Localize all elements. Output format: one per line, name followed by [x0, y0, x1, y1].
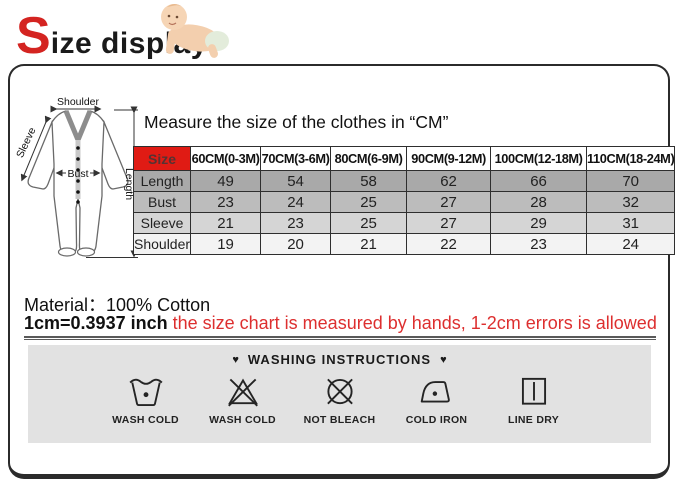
size-column-header: 100CM(12-18M)	[490, 146, 588, 171]
crawling-baby-photo	[161, 4, 229, 58]
measurement-row-label: Shoulder	[132, 233, 192, 255]
size-value-cell: 23	[490, 233, 588, 255]
size-column-header: 80CM(6-9M)	[330, 146, 408, 171]
size-value-cell: 25	[330, 191, 408, 213]
size-table-row: Shoulder 19 20 21 22 23 24	[132, 233, 676, 255]
size-column-header: 70CM(3-6M)	[260, 146, 332, 171]
washing-item: NOT BLEACH	[294, 372, 386, 426]
washing-item-label: LINE DRY	[507, 414, 559, 426]
material-label: Material：	[24, 295, 107, 315]
heart-icon: ♥	[440, 353, 447, 366]
washing-item-label: COLD IRON	[405, 414, 468, 426]
washing-item-label: NOT BLEACH	[303, 414, 376, 426]
size-value-cell: 24	[260, 191, 332, 213]
size-value-cell: 20	[260, 233, 332, 255]
size-table-row: Length 49 54 58 62 66 70	[132, 170, 676, 192]
size-value-cell: 19	[190, 233, 262, 255]
material-line: Material：100% Cotton	[24, 291, 210, 317]
line-dry-icon	[521, 377, 546, 405]
washing-instructions-panel: ♥ WASHING INSTRUCTIONS ♥ WASH COLD WA	[28, 345, 651, 443]
buttons	[76, 146, 80, 204]
crossed-circle-icon	[326, 378, 353, 405]
size-table: Size 60CM(0-3M) 70CM(3-6M) 80CM(6-9M) 90CM(9…	[132, 146, 676, 255]
material-value: 100% Cotton	[106, 295, 211, 315]
foot-cuff-left	[57, 247, 77, 257]
size-value-cell: 70	[586, 170, 676, 192]
size-value-cell: 27	[406, 191, 492, 213]
measurement-row-label: Sleeve	[132, 212, 192, 234]
washing-heading-text: WASHING INSTRUCTIONS	[247, 352, 432, 367]
washing-item: WASH COLD	[100, 372, 192, 426]
size-value-cell: 62	[406, 170, 492, 192]
size-column-header: 90CM(9-12M)	[406, 146, 492, 171]
washing-item: COLD IRON	[391, 372, 483, 426]
size-value-cell: 54	[260, 170, 332, 192]
size-value-cell: 58	[330, 170, 408, 192]
sleeve-arrow	[20, 115, 52, 182]
size-value-cell: 22	[406, 233, 492, 255]
separator-line	[24, 336, 656, 340]
size-table-row: Bust 23 24 25 27 28 32	[132, 191, 676, 213]
measure-heading: Measure the size of the clothes in “CM”	[144, 112, 449, 132]
size-value-cell: 29	[490, 212, 588, 234]
garment-diagram: Shoulder Sleeve Bust Length	[16, 96, 138, 258]
washing-item: LINE DRY	[488, 372, 580, 426]
size-header-cell: Size	[132, 146, 192, 171]
size-value-cell: 23	[260, 212, 332, 234]
measurement-disclaimer: the size chart is measured by hands, 1-2…	[172, 313, 657, 333]
cm-inch-conversion: 1cm=0.3937 inch	[24, 313, 168, 333]
size-table-header: Size 60CM(0-3M) 70CM(3-6M) 80CM(6-9M) 90CM(9…	[132, 146, 676, 171]
size-value-cell: 32	[586, 191, 676, 213]
foot-cuff-right	[76, 247, 96, 257]
measurement-row-label: Bust	[132, 191, 192, 213]
shoulder-measure-label: Shoulder	[57, 96, 100, 108]
washing-icons-row: WASH COLD WASH COLD NOT BLEACH	[28, 372, 651, 426]
size-value-cell: 27	[406, 212, 492, 234]
size-value-cell: 66	[490, 170, 588, 192]
size-value-cell: 49	[190, 170, 262, 192]
size-value-cell: 24	[586, 233, 676, 255]
size-value-cell: 25	[330, 212, 408, 234]
measurement-row-label: Length	[132, 170, 192, 192]
size-value-cell: 21	[190, 212, 262, 234]
title-initial: S	[16, 7, 51, 65]
size-column-header: 110CM(18-24M)	[586, 146, 676, 171]
size-value-cell: 21	[330, 233, 408, 255]
washing-item-label: WASH COLD	[209, 414, 276, 426]
no-bleach-triangle-icon	[227, 378, 258, 407]
size-table-body: Length 49 54 58 62 66 70 Bust 23 24 25 27 28 32 Sleeve…	[132, 170, 676, 255]
sleeve-measure-label: Sleeve	[16, 126, 39, 160]
size-value-cell: 31	[586, 212, 676, 234]
washing-item-label: WASH COLD	[112, 414, 179, 426]
washing-heading: ♥ WASHING INSTRUCTIONS ♥	[28, 345, 651, 367]
size-value-cell: 28	[490, 191, 588, 213]
cold-iron-icon	[420, 381, 450, 403]
conversion-line: 1cm=0.3937 inch the size chart is measur…	[24, 313, 657, 334]
heart-icon: ♥	[232, 353, 239, 366]
size-table-row: Sleeve 21 23 25 27 29 31	[132, 212, 676, 234]
washing-item: WASH COLD	[197, 372, 289, 426]
size-value-cell: 23	[190, 191, 262, 213]
size-column-header: 60CM(0-3M)	[190, 146, 262, 171]
bust-measure-label: Bust	[67, 168, 88, 180]
sleeve-right-shape	[95, 119, 129, 190]
length-measure-label: Length	[123, 168, 135, 200]
wash-tub-icon	[128, 378, 163, 406]
